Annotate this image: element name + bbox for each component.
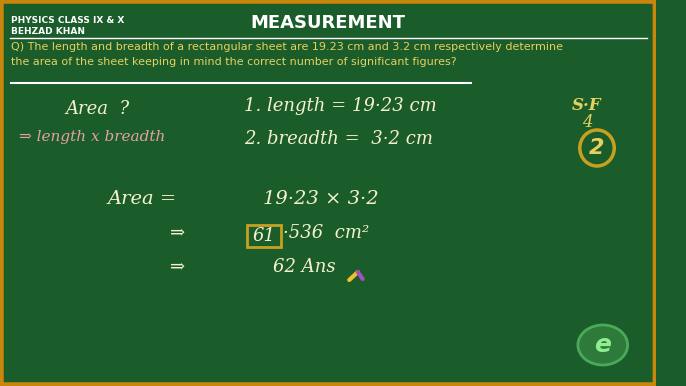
Text: 19·23 × 3·2: 19·23 × 3·2 (263, 190, 379, 208)
Text: Area  ?: Area ? (65, 100, 129, 118)
Text: Area =: Area = (107, 190, 176, 208)
Text: PHYSICS CLASS IX & X: PHYSICS CLASS IX & X (12, 16, 125, 25)
Text: ⇒ length x breadth: ⇒ length x breadth (19, 130, 165, 144)
Bar (247, 225, 281, 247)
Text: Q) The length and breadth of a rectangular sheet are 19.23 cm and 3.2 cm respect: Q) The length and breadth of a rectangul… (12, 42, 563, 67)
FancyBboxPatch shape (1, 1, 655, 385)
Text: ·536  cm²: ·536 cm² (283, 224, 370, 242)
Text: ⇒: ⇒ (170, 224, 185, 242)
Text: e: e (594, 333, 611, 357)
Text: 2: 2 (589, 138, 605, 158)
Text: MEASUREMENT: MEASUREMENT (250, 14, 405, 32)
Text: 2. breadth =  3·2 cm: 2. breadth = 3·2 cm (244, 130, 433, 148)
Text: 61: 61 (252, 227, 276, 245)
Text: ⇒: ⇒ (170, 258, 185, 276)
Text: S·F: S·F (572, 97, 602, 114)
Text: 1. length = 19·23 cm: 1. length = 19·23 cm (244, 97, 437, 115)
Text: 62 Ans: 62 Ans (272, 258, 335, 276)
Text: 4: 4 (582, 114, 592, 131)
Ellipse shape (578, 325, 628, 365)
Text: BEHZAD KHAN: BEHZAD KHAN (12, 27, 86, 36)
